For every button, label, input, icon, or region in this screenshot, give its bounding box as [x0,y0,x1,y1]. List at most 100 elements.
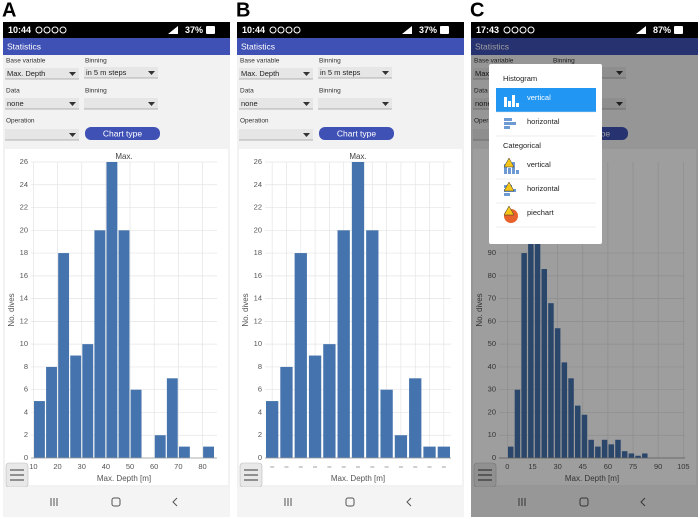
signal-icon [402,26,412,34]
dropdown-arrow [69,72,76,76]
dialog-option[interactable]: horizontal [527,117,560,126]
dropdown[interactable] [239,68,313,79]
bar [294,253,307,458]
y-tick-label: 8 [24,362,28,371]
y-tick-label: 60 [488,316,496,325]
bar [106,162,118,458]
y-tick-label: 10 [20,339,28,348]
icon-bar [516,170,519,174]
nav-home[interactable] [111,497,121,507]
y-tick-label: 10 [488,430,496,439]
bar [628,453,635,458]
nav-back[interactable] [172,497,178,507]
y-tick-label: 24 [20,180,28,189]
bar [437,446,450,458]
dropdown[interactable] [5,129,79,140]
dropdown[interactable] [5,98,79,109]
status-icon [285,26,293,34]
phone-screen: 10:44 37% Statistics Base variable Binning Ma… [3,22,230,517]
bar [366,230,379,458]
bar [118,230,130,458]
y-tick-label: 30 [488,385,496,394]
phone-screen: 17:43 87% Statistics Base variable Binning Ma… [471,22,698,517]
x-tick-label: 0 [505,462,509,471]
bar [608,444,615,458]
app-bar [471,38,698,55]
x-tick-label: 75 [629,462,637,471]
dialog-option[interactable]: vertical [527,160,551,169]
icon-bar [504,126,510,129]
status-icon [527,26,535,34]
bar [561,362,568,458]
dropdown[interactable] [5,68,79,79]
bar [507,446,514,458]
bar [266,401,279,458]
x-axis-label: Max. Depth [m] [331,474,385,483]
bar [534,239,541,458]
phone-screen: 10:44 37% Statistics Base variable Binning Ma… [237,22,464,517]
x-tick-label: 15 [528,462,536,471]
icon-bar [516,103,519,107]
icon-warning [503,205,515,216]
status-battery: 37% [185,25,203,35]
x-tick-label: 105 [677,462,690,471]
dropdown-arrow [148,71,155,75]
dropdown[interactable] [84,67,158,78]
nav-back[interactable] [640,497,646,507]
status-icon [277,26,285,34]
dropdown[interactable] [318,98,392,109]
nav-home[interactable] [579,497,589,507]
icon-bar [504,118,512,121]
chart-type-button[interactable] [85,127,160,140]
dropdown-value: none [475,99,492,108]
nav-back[interactable] [406,497,412,507]
x-tick-label: 70 [174,462,182,471]
dialog-option[interactable]: horizontal [527,184,560,193]
icon-warning [503,181,515,192]
y-tick-label: 14 [254,294,262,303]
x-axis-label: Max. Depth [m] [565,474,619,483]
status-icon [503,26,511,34]
app-bar [3,38,230,55]
x-tick-label: 20 [53,462,61,471]
dropdown-value: none [241,99,258,108]
field-label: Binning [319,58,341,65]
chart-type-button[interactable] [319,127,394,140]
bar [521,253,527,458]
dropdown[interactable] [318,67,392,78]
dropdown[interactable] [239,98,313,109]
dropdown[interactable] [239,129,313,140]
chart-type-button-label: Chart type [337,128,376,138]
y-tick-label: 4 [24,407,28,416]
nav-home[interactable] [345,497,355,507]
y-tick-label: 12 [254,316,262,325]
dropdown-arrow [303,72,310,76]
dropdown[interactable] [84,98,158,109]
bar [178,446,190,458]
dropdown-value: Max. Depth [7,69,45,78]
app-bar [237,38,464,55]
y-axis-label: No. dives [475,293,484,326]
nav-bar [471,487,698,517]
y-tick-label: 22 [254,203,262,212]
chart-title: Max. [115,152,132,161]
bar [94,230,106,458]
bar [166,378,178,458]
field-label: Operation [474,118,503,125]
field-label: Operation [240,118,269,125]
bar [568,378,574,458]
bar [595,446,601,458]
status-icon [293,26,301,34]
field-label: Base variable [6,58,46,65]
y-tick-label: 16 [20,271,28,280]
dropdown-arrow [303,133,310,137]
icon-bar [512,95,515,107]
y-tick-label: 12 [20,316,28,325]
dropdown-arrow [69,133,76,137]
field-label: Binning [85,88,107,95]
y-tick-label: 10 [254,339,262,348]
dialog-option[interactable]: vertical [527,93,551,102]
y-tick-label: 20 [20,225,28,234]
status-time: 10:44 [8,25,31,35]
dialog-option[interactable]: piechart [527,208,555,217]
